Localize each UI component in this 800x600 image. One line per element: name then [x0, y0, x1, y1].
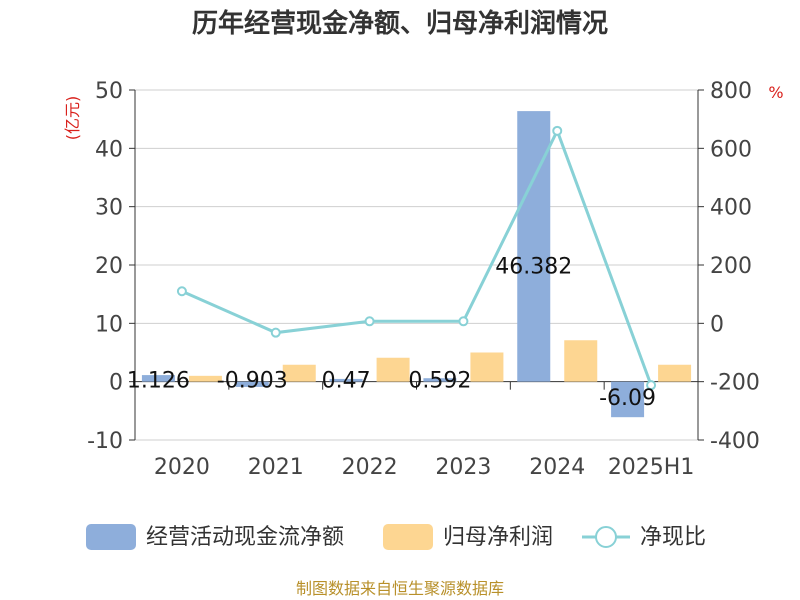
ratio-point — [552, 125, 563, 136]
bars — [141, 111, 692, 418]
category-label: 2023 — [435, 455, 491, 480]
legend-swatch-profit — [383, 524, 433, 550]
category-label: 2020 — [154, 455, 210, 480]
profit-bar — [658, 364, 692, 382]
cashflow-value-label: 0.592 — [408, 369, 471, 394]
cashflow-bar — [329, 378, 363, 382]
cashflow-value-label: -0.903 — [217, 369, 288, 394]
legend-marker-ratio — [595, 526, 617, 548]
right-tick-label: -400 — [710, 429, 760, 454]
legend-label-profit: 归母净利润 — [443, 525, 553, 550]
right-tick-label: -200 — [710, 371, 760, 396]
ratio-point — [176, 286, 187, 297]
left-tick-label: 0 — [109, 371, 123, 396]
cashflow-value-label: -6.09 — [599, 386, 656, 411]
category-label: 2021 — [248, 455, 304, 480]
category-label: 2025H1 — [608, 455, 695, 480]
axes: -10 0 10 20 30 40 50 -400 -200 0 200 400 600 800 2020 2… — [87, 79, 760, 480]
profit-bar — [188, 375, 222, 382]
cashflow-value-label: 0.47 — [322, 369, 371, 394]
left-tick-label: 30 — [95, 196, 123, 221]
ratio-point — [364, 316, 375, 327]
profit-bar — [376, 357, 410, 382]
left-tick-label: 10 — [95, 312, 123, 337]
cashflow-bar — [611, 381, 645, 418]
right-axis-unit: % — [768, 83, 783, 102]
cashflow-bar — [141, 375, 175, 382]
legend-label-cashflow: 经营活动现金流净额 — [146, 525, 344, 550]
category-label: 2022 — [342, 455, 398, 480]
right-tick-label: 800 — [710, 79, 752, 104]
left-tick-label: -10 — [87, 429, 123, 454]
ratio-point — [270, 327, 281, 338]
profit-bar — [470, 352, 504, 382]
right-tick-label: 600 — [710, 137, 752, 162]
left-tick-label: 50 — [95, 79, 123, 104]
ratio-polyline — [181, 127, 653, 386]
ratio-point — [458, 316, 469, 327]
legend-swatch-cashflow — [86, 524, 136, 550]
data-labels: 1.126 -0.903 0.47 0.592 46.382 -6.09 — [127, 254, 656, 411]
cashflow-value-label: 1.126 — [127, 369, 190, 394]
cashflow-bar — [517, 111, 551, 382]
ratio-point — [646, 380, 657, 391]
gridlines — [135, 89, 698, 441]
cashflow-value-label: 46.382 — [495, 254, 572, 279]
left-tick-label: 20 — [95, 254, 123, 279]
profit-bar — [564, 340, 598, 382]
profit-bar — [282, 364, 316, 382]
right-tick-label: 0 — [710, 312, 724, 337]
cashflow-bar — [235, 381, 269, 387]
legend: 经营活动现金流净额 归母净利润 净现比 — [86, 524, 706, 550]
cashflow-bar — [423, 378, 457, 382]
source-note: 制图数据来自恒生聚源数据库 — [296, 579, 504, 598]
chart-title: 历年经营现金净额、归母净利润情况 — [192, 8, 608, 39]
right-tick-label: 200 — [710, 254, 752, 279]
right-tick-label: 400 — [710, 196, 752, 221]
ratio-line — [176, 125, 657, 391]
legend-label-ratio: 净现比 — [640, 525, 706, 550]
category-label: 2024 — [529, 455, 585, 480]
left-tick-label: 40 — [95, 137, 123, 162]
left-axis-unit: (亿元) — [63, 96, 82, 141]
